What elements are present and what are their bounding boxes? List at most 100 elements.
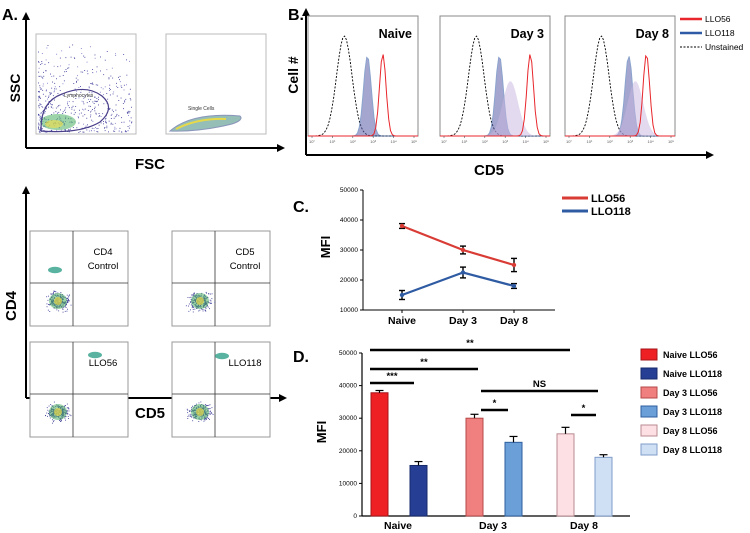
scatter-dot (79, 109, 80, 111)
scatter-dot (92, 69, 93, 70)
scatter-dot (118, 100, 120, 101)
quadrant-plot-frame (29, 230, 129, 327)
scatter-dot (38, 119, 40, 121)
scatter-dot (71, 108, 73, 110)
scatter-dot (128, 115, 129, 116)
quadrant-dot (49, 415, 51, 417)
quadrant-dot (66, 403, 68, 405)
quadrant-dot (55, 292, 57, 294)
scatter-dot (129, 88, 131, 90)
scatter-dot (39, 129, 41, 130)
scatter-dot (109, 84, 111, 86)
scatter-dot (51, 92, 52, 94)
quadrant-dot (47, 409, 49, 411)
quadrant-dot (190, 299, 192, 300)
scatter-dot (64, 129, 66, 131)
scatter-dot (41, 128, 43, 130)
quadrant-dot (192, 309, 194, 310)
quadrant-dot (67, 298, 69, 300)
line-chart-y-tick-label: 10000 (340, 307, 358, 314)
quadrant-dot (203, 420, 205, 422)
scatter-dot (124, 131, 126, 133)
quadrant-dot (68, 295, 70, 297)
bar-chart-y-tick-label: 50000 (339, 350, 357, 357)
scatter-dot (45, 95, 47, 97)
quadrant-dot (208, 404, 210, 406)
quadrant-dot (206, 405, 208, 407)
scatter-dot (65, 69, 67, 70)
scatter-dot (53, 65, 55, 67)
quadrant-dot (212, 414, 214, 415)
significance-label: * (582, 403, 586, 414)
scatter-dot (69, 128, 71, 130)
legend-label-day-3-llo118: Day 3 LLO118 (663, 407, 722, 417)
scatter-dot (119, 81, 121, 83)
lymphocyte-gate-label: Lymphocytes (64, 93, 94, 99)
scatter-dot (95, 113, 97, 115)
line-chart-legend: LLO56 LLO118 (562, 193, 631, 218)
scatter-dot (112, 93, 114, 95)
scatter-dot (38, 67, 40, 69)
histogram-tick-label: 10⁵ (411, 139, 417, 144)
scatter-dot (78, 122, 80, 124)
scatter-dot (94, 106, 96, 108)
scatter-dot (90, 111, 91, 113)
scatter-dot (109, 107, 111, 109)
scatter-dot (129, 98, 131, 100)
quadrant-dot (53, 292, 54, 294)
scatter-dot (85, 125, 87, 127)
scatter-dot (48, 95, 50, 97)
cd4-axis-label: CD4 (3, 290, 20, 321)
scatter-dot (51, 106, 52, 108)
scatter-dot (103, 103, 105, 105)
scatter-dot (60, 109, 61, 111)
scatter-dot (70, 112, 72, 114)
scatter-dot (110, 114, 112, 116)
histogram-tick-label: 10° (309, 139, 315, 144)
quadrant-dot (67, 407, 69, 409)
legend-label-day-3-llo56: Day 3 LLO56 (663, 388, 718, 398)
scatter-dot (92, 120, 94, 122)
quadrant-dot (208, 408, 210, 410)
scatter-dot (76, 90, 78, 92)
scatter-dot (53, 112, 55, 114)
quadrant-dot (45, 415, 46, 416)
scatter-dot (88, 87, 90, 89)
quadrant-dot (202, 309, 204, 310)
quadrant-dot (66, 297, 68, 299)
bar-day-8-llo56 (556, 433, 575, 517)
quadrant-plots: CD4 Control CD5 Control LLO56 LLO118 (29, 230, 271, 438)
histogram-tick-label: 10³ (627, 139, 633, 144)
scatter-dot (62, 83, 64, 85)
scatter-dot (114, 126, 116, 128)
quadrant-dot (56, 309, 58, 311)
scatter-dot (92, 82, 93, 84)
scatter-dot (104, 118, 106, 120)
histogram-day-8: 10° 10¹ 10² 10³ 10⁴ 10⁵ Day 8 (564, 15, 676, 144)
quadrant-dot (69, 294, 70, 296)
line-chart-y-tick-label: 20000 (340, 277, 358, 284)
scatter-dot (123, 54, 125, 55)
scatter-dot (85, 94, 87, 96)
scatter-dot (114, 128, 116, 130)
legend-label-naive-llo56: Naive LLO56 (663, 350, 718, 360)
quadrant-dot (64, 310, 66, 312)
quadrant-dot (46, 296, 48, 298)
quadrant-dot (187, 409, 189, 411)
scatter-dot (65, 129, 66, 131)
scatter-dot (75, 98, 77, 99)
scatter-dot (96, 100, 98, 102)
scatter-dot (90, 130, 92, 132)
scatter-dot (105, 120, 107, 122)
quadrant-dot (50, 404, 52, 405)
line-point (460, 247, 466, 253)
scatter-dot (45, 90, 47, 92)
scatter-dot (121, 117, 122, 119)
scatter-dot (60, 129, 62, 131)
scatter-dot (109, 108, 111, 110)
scatter-dot (83, 98, 85, 99)
scatter-dot (72, 127, 74, 128)
quadrant-dot (187, 416, 189, 417)
scatter-dot (56, 112, 58, 114)
scatter-dot (107, 98, 109, 100)
